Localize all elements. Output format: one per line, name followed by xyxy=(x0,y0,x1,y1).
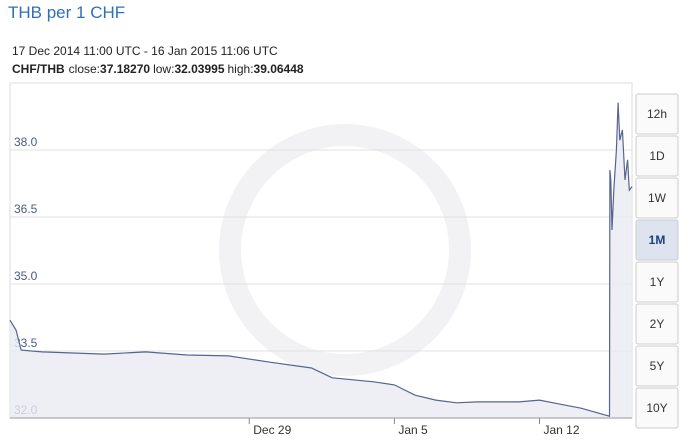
range-button[interactable] xyxy=(635,135,679,177)
x-tick-label: Jan 5 xyxy=(398,423,428,437)
range-button[interactable] xyxy=(635,219,679,261)
stats: CHF/THB close:37.18270 low:32.03995 high:39… xyxy=(12,62,304,76)
range-label[interactable]: 1D xyxy=(649,149,665,163)
range-label[interactable]: 5Y xyxy=(650,359,665,373)
y-tick-label: 38.0 xyxy=(14,135,38,149)
y-tick-label: 36.5 xyxy=(14,202,38,216)
area xyxy=(10,102,632,418)
range-label[interactable]: 1M xyxy=(649,233,666,247)
watermark xyxy=(219,124,471,376)
high: 39.06448 xyxy=(254,62,304,76)
range-label[interactable]: 10Y xyxy=(646,401,667,415)
x-tick-label: Jan 12 xyxy=(543,423,579,437)
close: 37.18270 xyxy=(100,62,150,76)
range-label[interactable]: 2Y xyxy=(650,317,665,331)
low: 32.03995 xyxy=(174,62,224,76)
pair: CHF/THB xyxy=(12,62,65,76)
high-label: high: xyxy=(228,62,254,76)
range-label[interactable]: 1W xyxy=(648,191,667,205)
range-button[interactable] xyxy=(635,345,679,387)
x-tick-label: Dec 29 xyxy=(253,423,291,437)
subtitle: 17 Dec 2014 11:00 UTC - 16 Jan 2015 11:0… xyxy=(12,44,278,58)
close-label: close: xyxy=(69,62,100,76)
range-label[interactable]: 1Y xyxy=(650,275,665,289)
range-label[interactable]: 12h xyxy=(647,107,667,121)
range-button[interactable] xyxy=(635,93,679,135)
range-button[interactable] xyxy=(635,387,679,429)
low-label: low: xyxy=(153,62,174,76)
y-tick-label: 35.0 xyxy=(14,269,38,283)
range-button[interactable] xyxy=(635,177,679,219)
line xyxy=(9,102,633,417)
range-button[interactable] xyxy=(635,261,679,303)
chart-title: THB per 1 CHF xyxy=(8,3,125,22)
range-button[interactable] xyxy=(635,303,679,345)
